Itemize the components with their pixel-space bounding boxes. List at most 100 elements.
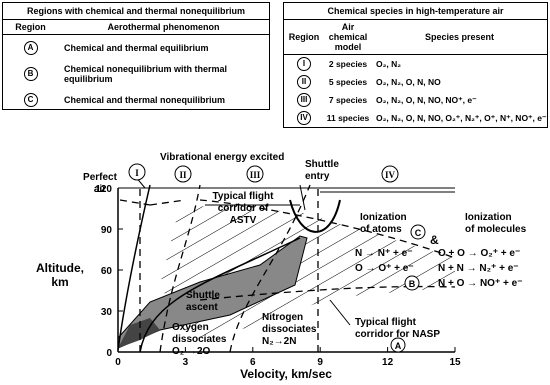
x-tick-label: 15	[449, 357, 461, 368]
table-row: A Chemical and thermal equilibrium	[3, 35, 269, 61]
astv-corridor	[117, 235, 308, 349]
x-tick-label: 9	[317, 357, 323, 368]
nitrogen: dissociates	[262, 324, 317, 335]
header-cell: Aerothermal phenomenon	[107, 22, 220, 32]
table-left: Regions with chemical and thermal nonequ…	[2, 2, 270, 110]
amp: &	[430, 233, 439, 247]
header-cell: Species present	[424, 32, 495, 42]
table-row: B Chemical nonequilibrium with thermal eq…	[3, 61, 269, 87]
table-header: Region Air chemical model Species presen…	[284, 20, 547, 55]
nasp: Typical flight	[355, 317, 417, 328]
region-label: I	[135, 168, 139, 178]
atom-reactions: N → N⁺ + e⁻	[355, 248, 413, 259]
region-cell: B	[3, 67, 58, 81]
y-tick-label: 90	[101, 225, 113, 236]
region-circle	[246, 165, 264, 183]
plot: 0 3 6 9 12 15 0 30 60 90 120 Velocity, km/sec Altitu…	[36, 152, 527, 381]
ion-atoms: of atoms	[360, 224, 402, 235]
table-row: III 7 species O₂, N₂, O, N, NO, NO⁺, e⁻	[284, 91, 547, 109]
region-circle: A	[23, 41, 38, 55]
oxygen: dissociates	[172, 334, 227, 345]
y-axis-label: km	[51, 275, 68, 289]
table-row: C Chemical and thermal nonequilibrium	[3, 87, 269, 113]
species-cell: O₂, N₂	[376, 59, 402, 69]
zone-label: A	[395, 341, 402, 351]
table-row: IV 11 species O₂, N₂, O, N, NO, O₂⁺, N₂⁺, …	[284, 109, 547, 127]
nitrogen: Nitrogen	[262, 312, 303, 323]
region-label: IV	[385, 170, 396, 180]
model-cell: 2 species	[328, 59, 368, 69]
region-cell: IV	[284, 111, 324, 125]
astv: ASTV	[230, 215, 257, 226]
chart: 0 3 6 9 12 15 0 30 60 90 120 Velocity, km/sec Altitu…	[36, 152, 527, 381]
region-circle: C	[23, 93, 38, 107]
nitrogen: N₂→2N	[262, 336, 296, 347]
phenomenon-cell: Chemical and thermal nonequilibrium	[64, 95, 226, 105]
species-cell: O₂, N₂, O, N, NO, NO⁺, e⁻	[376, 94, 477, 105]
region-label: II	[179, 170, 187, 180]
astv: corridor of	[218, 203, 269, 214]
region-circle: IV	[297, 111, 311, 125]
x-tick-label: 0	[115, 357, 121, 368]
species-cell: O₂, N₂, O, N, NO	[376, 77, 441, 87]
zone-circle	[390, 337, 406, 353]
atom-reactions: O → O⁺ + e⁻	[355, 263, 414, 274]
table-row: I 2 species O₂, N₂	[284, 55, 547, 73]
shuttle-ascent: Shuttle	[186, 290, 220, 301]
molecule-reactions: N + O → NO⁺ + e⁻	[438, 278, 522, 289]
boundaries	[119, 184, 456, 353]
region-circle: I	[297, 57, 311, 71]
region-circle: II	[297, 75, 311, 89]
zone-circle	[410, 224, 426, 240]
region-circle	[174, 165, 192, 183]
zone-circle	[404, 275, 420, 291]
header-cell: Air chemical model	[328, 22, 368, 52]
table-row: II 5 species O₂, N₂, O, N, NO	[284, 73, 547, 91]
table-title: Chemical species in high-temperature air	[284, 3, 547, 20]
vibrational: Vibrational energy excited	[160, 152, 284, 163]
x-axis-label: Velocity, km/sec	[240, 367, 332, 381]
shuttle-ascent-curve	[139, 237, 301, 353]
ion-molecules: Ionization	[465, 212, 512, 223]
shuttle-entry: Shuttle	[305, 159, 339, 170]
perfect-air-curve	[117, 184, 151, 351]
header-cell: Region	[288, 32, 320, 42]
y-axis-label: Altitude,	[36, 261, 84, 275]
x-tick-label: 12	[382, 357, 394, 368]
y-tick-label: 120	[95, 184, 112, 195]
model-cell: 11 species	[326, 113, 370, 123]
astv: Typical flight	[213, 191, 275, 202]
region-cell: III	[284, 93, 324, 107]
zone-label: C	[415, 228, 422, 238]
y-tick-label: 60	[101, 266, 113, 277]
region-cell: II	[284, 75, 324, 89]
region-cell: A	[3, 41, 58, 55]
table-header: Region Aerothermal phenomenon	[3, 20, 269, 35]
x-tick-label: 6	[250, 357, 256, 368]
oxygen: O₂ →2O	[172, 346, 211, 357]
perfect-air: air	[94, 184, 106, 195]
region-circle	[381, 165, 399, 183]
region-circle: B	[23, 67, 38, 81]
y-tick-label: 30	[101, 307, 113, 318]
header-cell: Region	[15, 22, 46, 32]
region-label: III	[250, 170, 261, 180]
model-cell: 7 species	[328, 95, 368, 105]
oxygen: Oxygen	[172, 322, 209, 333]
table-title: Regions with chemical and thermal nonequ…	[3, 3, 269, 20]
table-right: Chemical species in high-temperature air…	[283, 2, 548, 128]
phenomenon-cell: Chemical nonequilibrium with thermal equ…	[64, 64, 228, 84]
ion-molecules: of molecules	[465, 224, 527, 235]
region-circle	[128, 163, 146, 181]
perfect-air: Perfect	[83, 172, 118, 183]
region-cell: I	[284, 57, 324, 71]
shuttle-entry-curve	[289, 199, 341, 233]
shuttle-entry: entry	[305, 171, 330, 182]
phenomenon-cell: Chemical and thermal equilibrium	[64, 43, 209, 53]
model-cell: 5 species	[328, 77, 368, 87]
region-cell: C	[3, 93, 58, 107]
zone-label: B	[409, 279, 416, 289]
molecule-reactions: N + N → N₂⁺ + e⁻	[438, 263, 519, 274]
x-tick-label: 3	[183, 357, 189, 368]
